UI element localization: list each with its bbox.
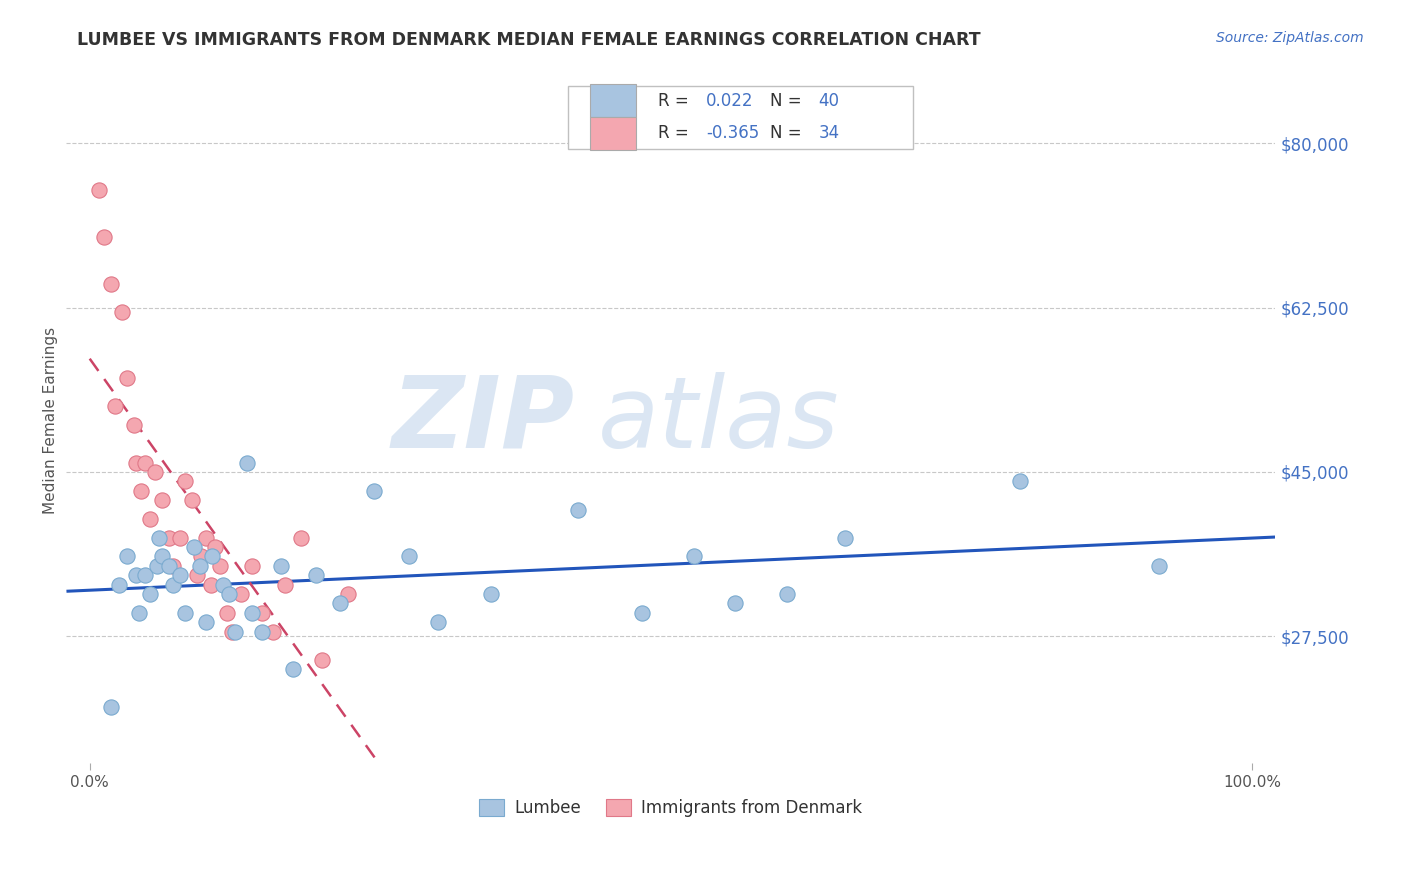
Point — [104, 399, 127, 413]
Point — [834, 531, 856, 545]
Point — [262, 624, 284, 639]
Point — [567, 502, 589, 516]
Point — [215, 606, 238, 620]
Text: R =: R = — [658, 92, 693, 110]
Point — [224, 624, 246, 639]
Text: Source: ZipAtlas.com: Source: ZipAtlas.com — [1216, 31, 1364, 45]
Point — [100, 699, 122, 714]
Point — [427, 615, 450, 630]
Point — [188, 558, 211, 573]
Point — [107, 577, 129, 591]
Point — [139, 587, 162, 601]
Point — [115, 371, 138, 385]
Point — [212, 577, 235, 591]
Point — [186, 568, 208, 582]
Point — [218, 587, 240, 601]
Point — [93, 230, 115, 244]
Point — [229, 587, 252, 601]
Text: N =: N = — [770, 124, 807, 143]
Point — [630, 606, 652, 620]
Bar — [591, 84, 636, 117]
Point — [479, 587, 502, 601]
Point — [281, 662, 304, 676]
Point — [134, 568, 156, 582]
Point — [398, 549, 420, 564]
Point — [148, 531, 170, 545]
Text: -0.365: -0.365 — [706, 124, 759, 143]
Point — [274, 577, 297, 591]
Point — [162, 558, 184, 573]
Bar — [591, 117, 636, 150]
Point — [724, 597, 747, 611]
Point — [290, 531, 312, 545]
Point — [776, 587, 799, 601]
Point — [190, 549, 212, 564]
Point — [169, 531, 191, 545]
Point — [221, 624, 243, 639]
Point — [125, 568, 148, 582]
Text: 40: 40 — [818, 92, 839, 110]
Point — [683, 549, 706, 564]
Point — [174, 475, 197, 489]
Point — [270, 558, 292, 573]
Point — [139, 512, 162, 526]
Point — [162, 577, 184, 591]
Point — [181, 493, 204, 508]
Point — [87, 183, 110, 197]
Point — [150, 493, 173, 508]
Point — [128, 606, 150, 620]
Point — [125, 456, 148, 470]
Point — [201, 549, 224, 564]
FancyBboxPatch shape — [568, 87, 912, 150]
Point — [311, 653, 333, 667]
Point — [169, 568, 191, 582]
Point — [242, 606, 264, 620]
Point — [183, 540, 205, 554]
Point — [122, 417, 145, 432]
Point — [115, 549, 138, 564]
Text: ZIP: ZIP — [391, 372, 574, 469]
Point — [208, 558, 231, 573]
Y-axis label: Median Female Earnings: Median Female Earnings — [44, 326, 58, 514]
Text: R =: R = — [658, 124, 693, 143]
Point — [235, 456, 257, 470]
Point — [134, 456, 156, 470]
Point — [157, 558, 180, 573]
Text: 34: 34 — [818, 124, 839, 143]
Point — [194, 531, 217, 545]
Point — [150, 549, 173, 564]
Legend: Lumbee, Immigrants from Denmark: Lumbee, Immigrants from Denmark — [472, 792, 869, 823]
Point — [1147, 558, 1170, 573]
Point — [174, 606, 197, 620]
Point — [305, 568, 328, 582]
Point — [111, 305, 134, 319]
Point — [250, 624, 273, 639]
Text: N =: N = — [770, 92, 807, 110]
Point — [100, 277, 122, 291]
Point — [250, 606, 273, 620]
Point — [194, 615, 217, 630]
Text: 0.022: 0.022 — [706, 92, 754, 110]
Point — [200, 577, 222, 591]
Point — [1008, 475, 1031, 489]
Point — [143, 465, 166, 479]
Point — [204, 540, 226, 554]
Point — [242, 558, 264, 573]
Point — [146, 558, 169, 573]
Point — [329, 597, 352, 611]
Point — [129, 483, 152, 498]
Text: atlas: atlas — [599, 372, 839, 469]
Text: LUMBEE VS IMMIGRANTS FROM DENMARK MEDIAN FEMALE EARNINGS CORRELATION CHART: LUMBEE VS IMMIGRANTS FROM DENMARK MEDIAN… — [77, 31, 981, 49]
Point — [363, 483, 385, 498]
Point — [157, 531, 180, 545]
Point — [336, 587, 359, 601]
